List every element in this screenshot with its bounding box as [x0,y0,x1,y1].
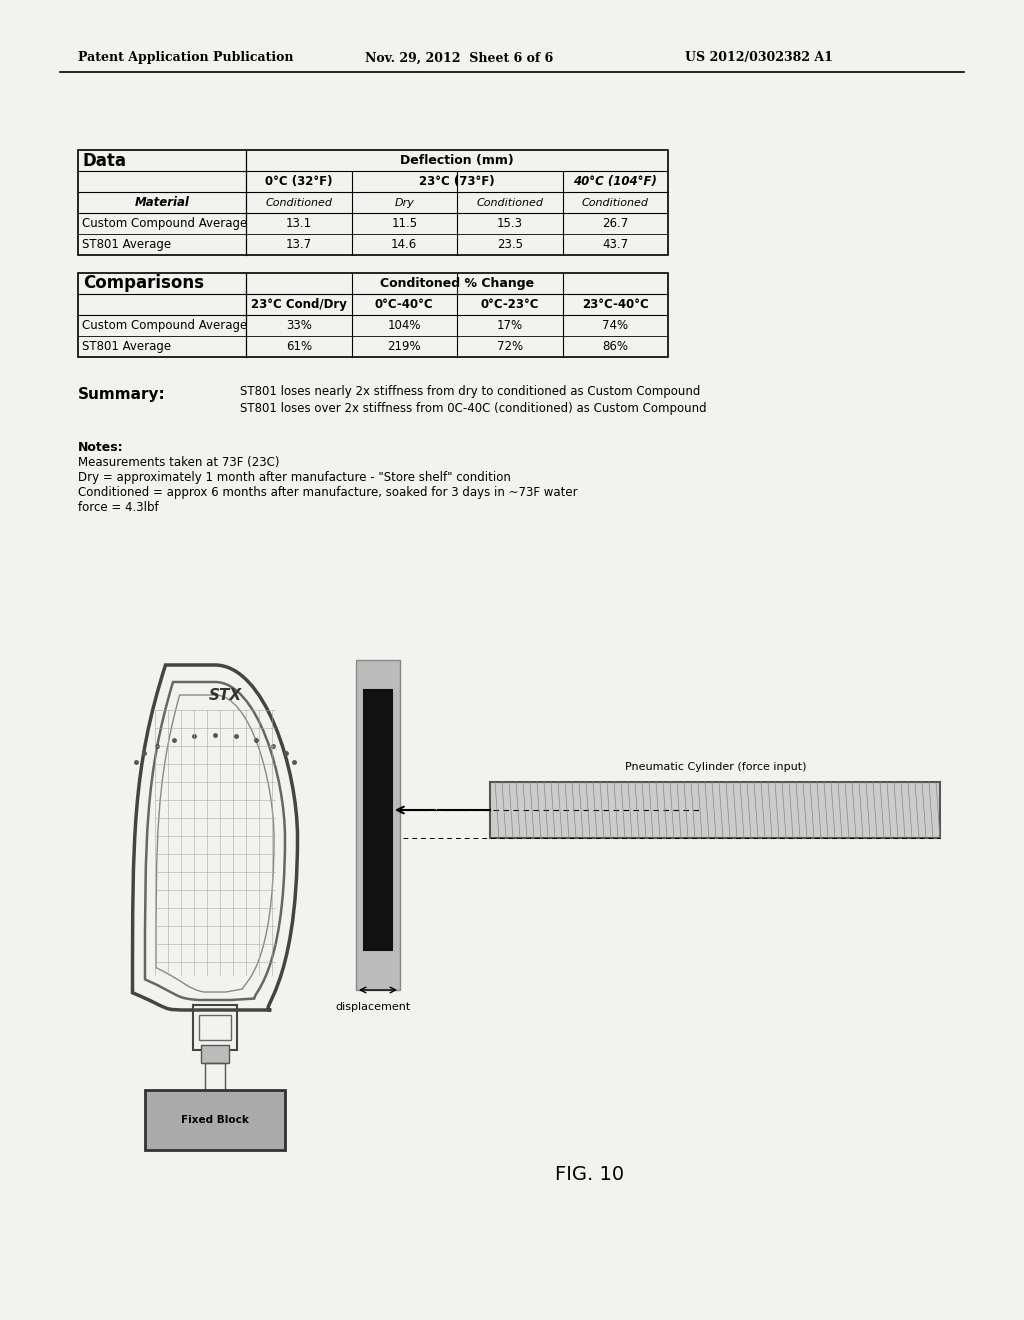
Text: 23°C Cond/Dry: 23°C Cond/Dry [251,298,347,312]
Bar [193,1005,237,1049]
Text: 23°C-40°C: 23°C-40°C [582,298,648,312]
Text: Custom Compound Average: Custom Compound Average [82,319,247,333]
Text: 104%: 104% [387,319,421,333]
Text: ST801 loses over 2x stiffness from 0C-40C (conditioned) as Custom Compound: ST801 loses over 2x stiffness from 0C-40… [240,403,707,414]
Text: FIG. 10: FIG. 10 [555,1166,625,1184]
Bar [205,1063,225,1092]
Bar [490,781,940,838]
Text: 72%: 72% [497,341,523,352]
Text: 23.5: 23.5 [497,238,522,251]
Bar [199,1015,231,1040]
Text: STX: STX [209,688,242,702]
Bar [201,1045,229,1063]
Bar [78,273,668,356]
Text: ST801 Average: ST801 Average [82,238,171,251]
Text: force = 4.3lbf: force = 4.3lbf [78,502,159,513]
Bar [364,690,392,950]
Text: Conditoned % Change: Conditoned % Change [380,277,535,290]
Bar [145,1090,285,1150]
Text: Data: Data [83,152,127,169]
Text: Dry: Dry [394,198,414,207]
Text: Nov. 29, 2012  Sheet 6 of 6: Nov. 29, 2012 Sheet 6 of 6 [365,51,553,65]
Text: Notes:: Notes: [78,441,124,454]
Text: Conditioned: Conditioned [582,198,649,207]
Text: Conditioned: Conditioned [476,198,544,207]
Text: Comparisons: Comparisons [83,275,204,293]
Text: 43.7: 43.7 [602,238,629,251]
Text: ST801 loses nearly 2x stiffness from dry to conditioned as Custom Compound: ST801 loses nearly 2x stiffness from dry… [240,385,700,399]
Text: 13.1: 13.1 [286,216,312,230]
Text: 0°C-23°C: 0°C-23°C [480,298,539,312]
Text: 61%: 61% [286,341,312,352]
Text: 33%: 33% [286,319,311,333]
Text: Summary:: Summary: [78,387,166,403]
Text: Dry = approximately 1 month after manufacture - "Store shelf" condition: Dry = approximately 1 month after manufa… [78,471,511,484]
Text: 86%: 86% [602,341,629,352]
Text: displacement: displacement [336,1002,411,1012]
Text: Patent Application Publication: Patent Application Publication [78,51,294,65]
Text: Custom Compound Average: Custom Compound Average [82,216,247,230]
Text: 13.7: 13.7 [286,238,312,251]
Text: 26.7: 26.7 [602,216,629,230]
Text: 17%: 17% [497,319,523,333]
Text: Conditioned: Conditioned [265,198,332,207]
Text: Measurements taken at 73F (23C): Measurements taken at 73F (23C) [78,455,280,469]
Text: Fixed Block: Fixed Block [181,1115,249,1125]
Text: Deflection (mm): Deflection (mm) [400,154,514,168]
Text: ST801 Average: ST801 Average [82,341,171,352]
Text: US 2012/0302382 A1: US 2012/0302382 A1 [685,51,833,65]
Text: 11.5: 11.5 [391,216,418,230]
Text: Material: Material [134,195,189,209]
Text: Conditioned = approx 6 months after manufacture, soaked for 3 days in ~73F water: Conditioned = approx 6 months after manu… [78,486,578,499]
Bar [356,660,400,990]
Text: 219%: 219% [387,341,421,352]
Text: 0°C-40°C: 0°C-40°C [375,298,433,312]
Text: Pneumatic Cylinder (force input): Pneumatic Cylinder (force input) [625,762,807,772]
Text: 14.6: 14.6 [391,238,418,251]
Text: 23°C (73°F): 23°C (73°F) [419,176,495,187]
Text: 0°C (32°F): 0°C (32°F) [265,176,333,187]
Text: 40°C (104°F): 40°C (104°F) [573,176,657,187]
Text: 15.3: 15.3 [497,216,522,230]
Text: 74%: 74% [602,319,629,333]
Bar [78,150,668,255]
